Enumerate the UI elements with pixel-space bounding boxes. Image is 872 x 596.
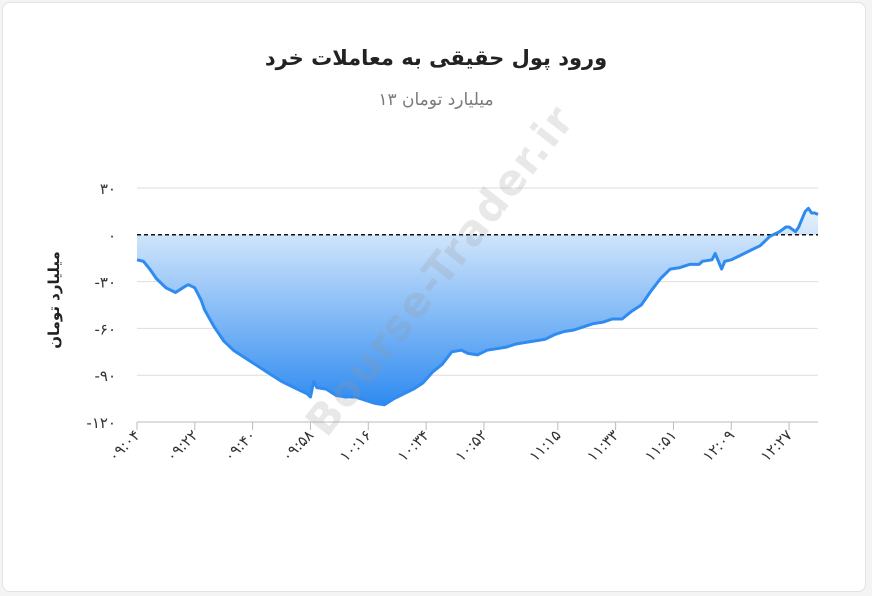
x-tick-label: ۱۱:۵۱: [641, 426, 680, 465]
x-tick-label: ۱۱:۳۳: [583, 426, 622, 465]
x-tick-label: ۱۰:۵۲: [452, 426, 491, 465]
y-tick-labels: ۳۰ ۰ -۳۰ -۶۰ -۹۰ -۱۲۰: [86, 180, 116, 432]
y-tick-label: ۰: [108, 227, 116, 245]
y-tick-label: ۳۰: [100, 180, 116, 198]
series-line: [136, 206, 819, 407]
y-tick-label: -۶۰: [94, 320, 116, 338]
y-tick-label: -۳۰: [94, 274, 116, 292]
series-area: [137, 208, 818, 405]
x-tick-label: ۰۹:۴۰: [220, 426, 259, 465]
chart-title: ورود پول حقیقی به معاملات خرد: [264, 46, 608, 70]
x-tick-label: ۱۲:۰۹: [699, 426, 738, 465]
y-tick-label: -۱۲۰: [86, 414, 116, 432]
x-tick-labels: ۰۹:۰۴ ۰۹:۲۲ ۰۹:۴۰ ۰۹:۵۸ ۱۰:۱۶ ۱۰:۳۴ ۱۰:۵۲ ۱۱:۱۵…: [105, 422, 796, 465]
x-tick-label: ۱۲:۲۷: [757, 426, 796, 465]
x-tick-label: ۰۹:۵۸: [278, 426, 317, 465]
x-tick-label: ۱۰:۳۴: [394, 426, 433, 465]
x-tick-label: ۱۱:۱۵: [526, 426, 565, 465]
chart-subtitle: میلیارد تومان ۱۳: [378, 90, 494, 110]
x-tick-label: ۰۹:۲۲: [163, 426, 202, 465]
series-layer: [136, 206, 819, 407]
y-tick-label: -۹۰: [94, 367, 116, 385]
